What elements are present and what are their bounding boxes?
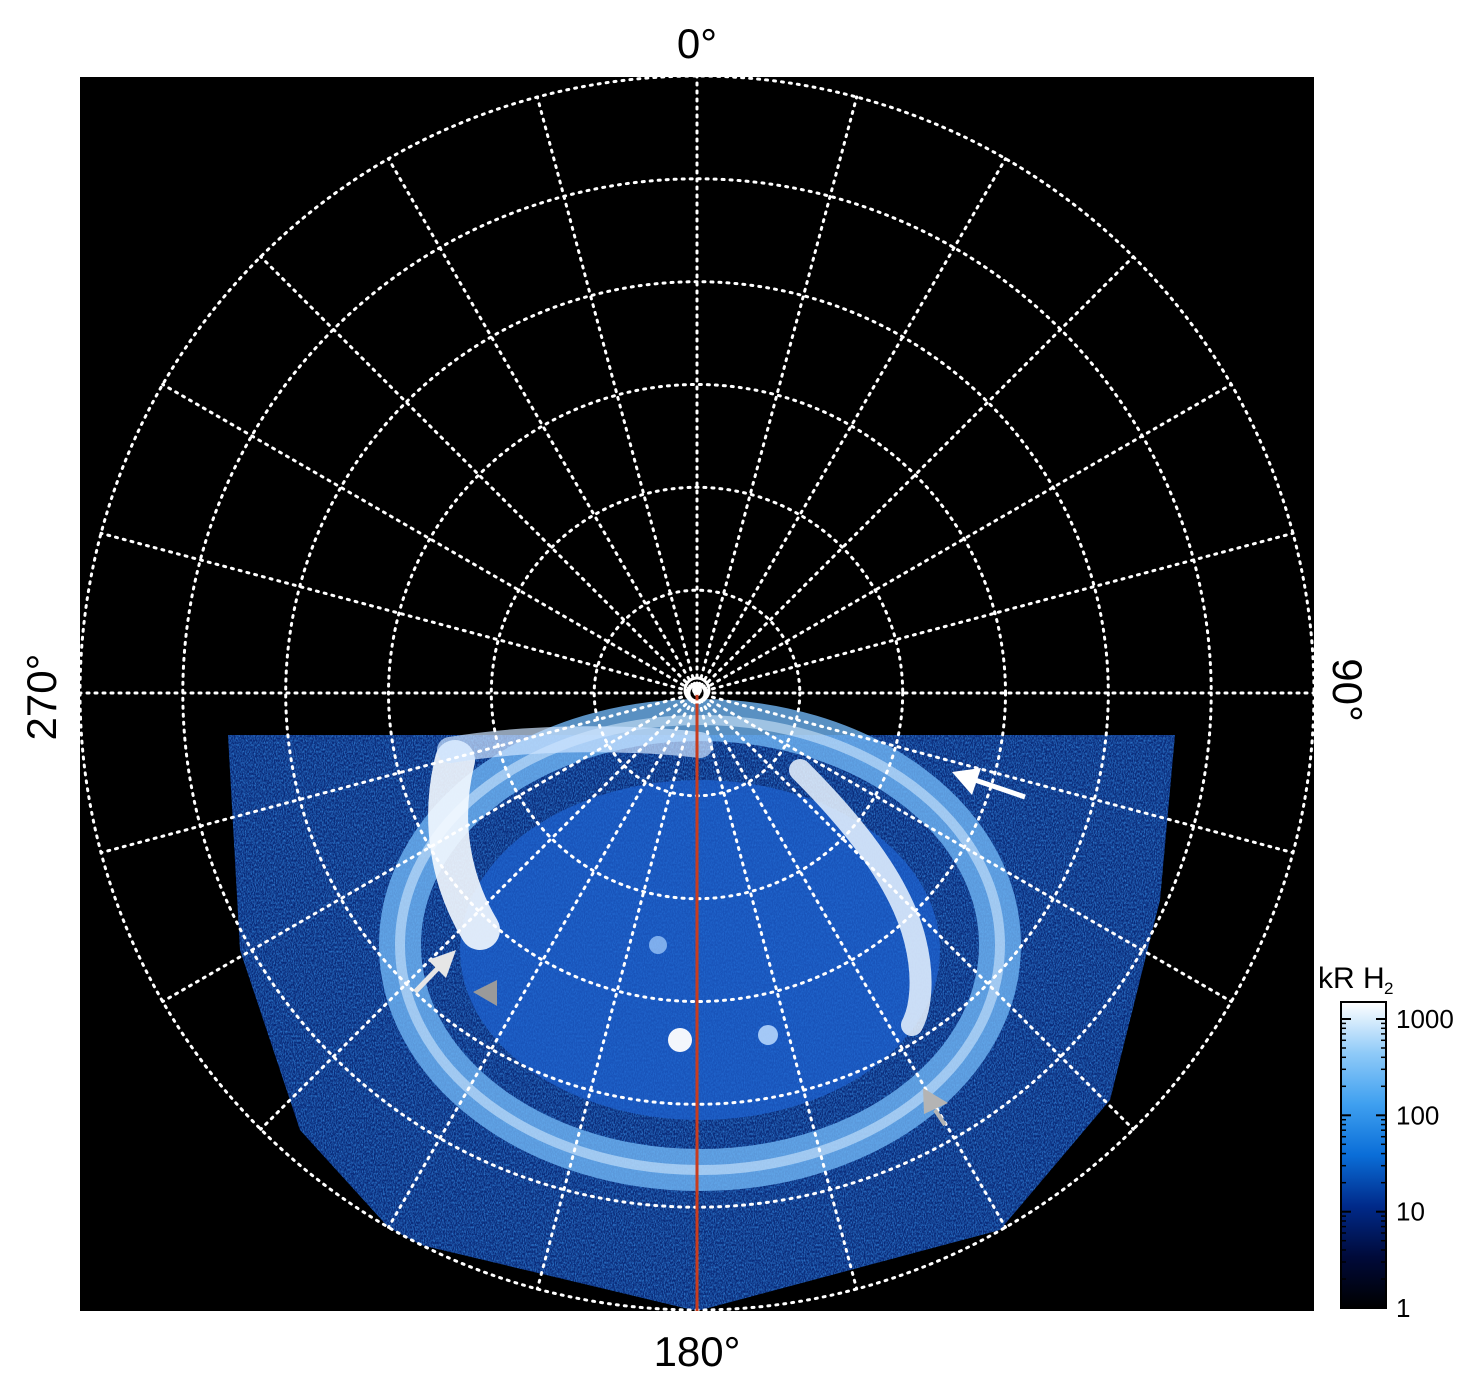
bright-arc-right: [789, 759, 932, 1036]
bright-spot-1: [668, 1028, 692, 1052]
meridian-line: [695, 691, 1295, 855]
colorbar-gradient: [1340, 1001, 1387, 1309]
longitude-label-right: 90°: [1324, 658, 1371, 722]
meridian-line: [695, 531, 1295, 695]
polar-cap-emission: [460, 780, 940, 1120]
colorbar-tick-label: 10: [1396, 1197, 1425, 1227]
meridian-line: [695, 255, 1135, 695]
graticule: [80, 77, 1314, 1311]
meridian-line: [695, 95, 859, 695]
pole-marker: [683, 676, 711, 704]
meridian-line: [387, 157, 699, 695]
colorbar-tick-label: 1000: [1396, 1004, 1454, 1034]
colorbar: kR H 2 1 10 100 1000: [1318, 962, 1454, 1323]
bright-spot-2: [758, 1025, 778, 1045]
auroral-emission-layer: [228, 699, 1175, 1310]
meridian-line: [161, 383, 699, 695]
meridian-line: [99, 531, 699, 695]
colorbar-tick-label: 100: [1396, 1100, 1439, 1130]
arrow-white-left: [413, 950, 456, 994]
meridian-line: [161, 691, 699, 1003]
colorbar-ticks: 1 10 100 1000: [1341, 1004, 1454, 1323]
bright-arc-left: [428, 740, 500, 950]
longitude-label-top: 0°: [677, 20, 717, 67]
colorbar-title-subscript: 2: [1384, 979, 1393, 998]
meridian-line: [695, 691, 1233, 1003]
bright-spot-3: [649, 936, 667, 954]
meridian-line: [695, 691, 1007, 1229]
arrowhead-gray-left: [473, 980, 497, 1006]
longitude-label-left: 270°: [18, 654, 65, 741]
meridian-line: [695, 691, 859, 1291]
longitude-label-bottom: 180°: [654, 1328, 741, 1375]
meridian-line: [259, 691, 699, 1131]
meridian-line: [695, 383, 1233, 695]
colorbar-title: kR H: [1318, 962, 1385, 995]
meridian-line: [259, 255, 699, 695]
meridian-line: [535, 95, 699, 695]
meridian-line: [99, 691, 699, 855]
latitude-circle: [387, 383, 1007, 1003]
bright-arc-top: [437, 726, 713, 763]
meridian-line: [535, 691, 699, 1291]
arrowhead-gray-right: [923, 1088, 948, 1127]
arrow-white-right: [952, 768, 1026, 800]
colorbar-tick-label: 1: [1396, 1293, 1410, 1323]
meridian-line: [695, 691, 1135, 1131]
main-oval-core: [395, 715, 1005, 1175]
meridian-line: [695, 157, 1007, 695]
meridian-line: [387, 691, 699, 1229]
